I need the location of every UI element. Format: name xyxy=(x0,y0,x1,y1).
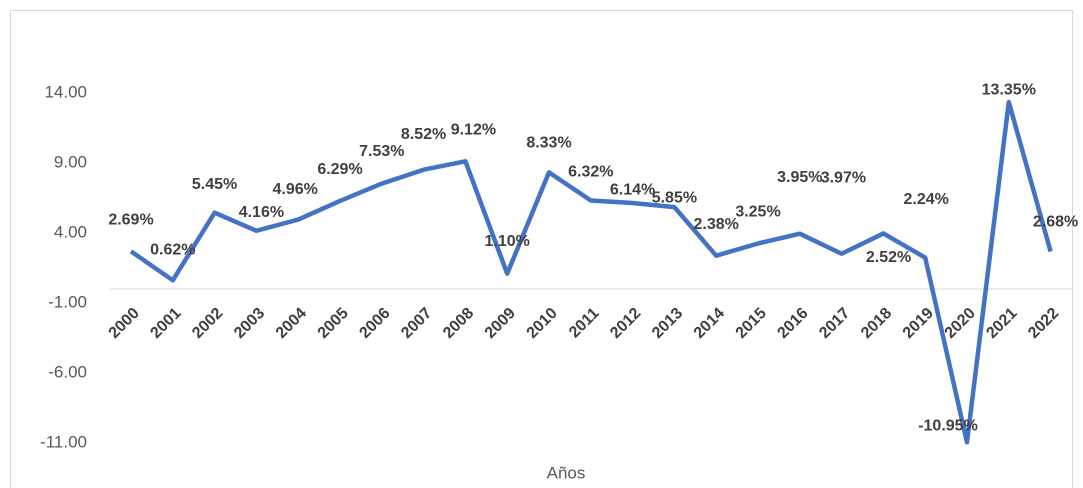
y-tick-label: -1.00 xyxy=(48,292,87,311)
data-label: 6.29% xyxy=(317,161,362,178)
data-label: 4.16% xyxy=(239,204,284,221)
x-tick-label: 2021 xyxy=(983,305,1020,342)
x-tick-label: 2011 xyxy=(566,305,603,342)
data-label: -10.95% xyxy=(918,418,978,435)
x-tick-label: 2006 xyxy=(356,305,393,342)
x-tick-label: 2002 xyxy=(189,305,226,342)
x-tick-label: 2001 xyxy=(147,305,184,342)
data-label: 5.85% xyxy=(652,189,697,206)
data-label: 4.96% xyxy=(273,181,318,198)
chart-border xyxy=(10,10,1073,488)
y-tick-label: 4.00 xyxy=(54,222,87,241)
data-label: 2.24% xyxy=(904,191,949,208)
data-label: 8.52% xyxy=(401,126,446,143)
x-tick-label: 2014 xyxy=(691,305,728,342)
x-tick-label: 2007 xyxy=(398,305,435,342)
data-label: 3.25% xyxy=(735,204,780,221)
y-tick-label: 14.00 xyxy=(44,82,87,101)
x-tick-label: 2019 xyxy=(900,305,937,342)
x-tick-label: 2020 xyxy=(942,305,979,342)
data-label: 9.12% xyxy=(451,122,496,139)
x-tick-label: 2013 xyxy=(649,305,686,342)
data-label: 2.69% xyxy=(108,212,153,229)
y-tick-label: 9.00 xyxy=(54,152,87,171)
data-label: 8.33% xyxy=(526,135,571,152)
data-label: 2.68% xyxy=(1033,214,1078,231)
x-tick-label: 2003 xyxy=(231,305,268,342)
x-tick-label: 2009 xyxy=(482,305,519,342)
data-label: 0.62% xyxy=(150,242,195,259)
x-axis-label: Años xyxy=(547,463,586,482)
data-label: 13.35% xyxy=(982,81,1036,98)
x-tick-label: 2000 xyxy=(106,305,143,342)
x-tick-label: 2005 xyxy=(315,305,352,342)
data-label: 3.95% xyxy=(777,169,822,186)
x-tick-label: 2004 xyxy=(273,305,310,342)
y-tick-label: -6.00 xyxy=(48,362,87,381)
data-label: 6.32% xyxy=(568,164,613,181)
x-tick-label: 2008 xyxy=(440,305,477,342)
data-label: 6.14% xyxy=(610,181,655,198)
x-tick-label: 2012 xyxy=(607,305,644,342)
x-tick-label: 2018 xyxy=(858,305,895,342)
x-tick-label: 2010 xyxy=(524,305,561,342)
x-tick-label: 2015 xyxy=(733,305,770,342)
data-label: 2.52% xyxy=(866,249,911,266)
x-tick-label: 2017 xyxy=(816,305,853,342)
x-tick-label: 2022 xyxy=(1025,305,1062,342)
y-tick-label: -11.00 xyxy=(40,432,87,451)
data-label: 1.10% xyxy=(485,233,530,250)
x-tick-label: 2016 xyxy=(774,305,811,342)
data-label: 2.38% xyxy=(694,216,739,233)
data-line xyxy=(129,99,1053,445)
data-label: 5.45% xyxy=(192,176,237,193)
data-label: 7.53% xyxy=(359,143,404,160)
data-label: 3.97% xyxy=(821,170,866,187)
